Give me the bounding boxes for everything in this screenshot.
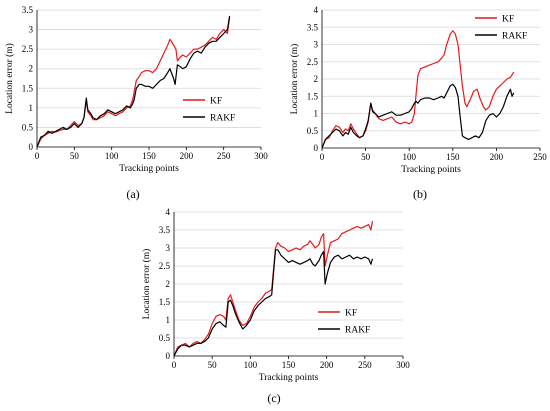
x-tick-label: 250 [358,360,372,370]
x-tick-label: 50 [361,152,371,162]
y-tick-label: 3.5 [22,5,34,15]
x-tick-label: 50 [208,360,218,370]
x-tick-label: 150 [282,360,296,370]
legend-label-rakf: RAKF [502,32,527,42]
x-tick-label: 200 [320,360,334,370]
x-tick-label: 0 [35,151,40,161]
x-axis-label: Tracking points [401,165,461,175]
y-tick-label: 3 [314,40,319,50]
y-tick-label: 2.5 [159,261,171,271]
legend: KF RAKF [183,97,235,124]
series-line-kf [321,30,515,149]
y-axis-label: Location error (m) [289,44,300,115]
y-tick-label: 2 [314,74,319,84]
y-tick-label: 3 [29,25,34,35]
x-tick-label: 0 [320,152,325,162]
y-tick-label: 0.5 [159,333,171,343]
x-tick-label: 150 [142,151,156,161]
x-tick-label: 100 [402,152,416,162]
chart-panel-3: 0 0.5 1 1.5 2 2.5 3 3.5 4 0 50 100 150 200 250 300 Track… [141,207,410,405]
legend-label-kf: KF [210,97,222,107]
y-tick-label: 1 [29,103,34,113]
legend-label-rakf: RAKF [210,114,235,124]
y-tick-label: 0 [314,143,319,153]
y-tick-label: 1.5 [159,297,171,307]
x-tick-label: 300 [396,360,410,370]
x-tick-label: 150 [446,152,460,162]
x-tick-label: 200 [490,152,504,162]
y-tick-label: 4 [314,5,319,15]
x-tick-label: 100 [244,360,258,370]
series-line-rakf [173,249,374,357]
panel-label: (a) [126,187,139,201]
y-tick-label: 0 [166,351,171,361]
y-tick-label: 4 [166,207,171,217]
legend: KF RAKF [318,309,370,336]
y-tick-label: 1 [166,315,171,325]
panel-label: (b) [413,187,427,201]
chart-panel-2: 0 0.5 1 1.5 2 2.5 3 3.5 4 0 50 100 150 200 250 Tracking… [289,5,547,201]
series-line-kf [36,17,231,148]
series-line-rakf [36,15,231,148]
y-tick-label: 0.5 [22,122,34,132]
chart-panel-1: 0 0.5 1 1.5 2 2.5 3 3.5 0 50 100 150 200 250 300 Tracki… [4,5,268,201]
x-axis-label: Tracking points [259,373,319,383]
series-line-kf [173,220,374,357]
y-tick-label: 2 [166,279,171,289]
y-tick-label: 1.5 [22,83,34,93]
x-tick-label: 0 [172,360,177,370]
y-axis-label: Location error (m) [141,249,152,320]
panel-label: (c) [267,391,280,405]
x-tick-label: 250 [217,151,231,161]
y-tick-label: 1 [314,109,319,119]
x-tick-label: 100 [105,151,119,161]
legend-label-kf: KF [502,15,514,25]
y-tick-label: 3.5 [307,22,319,32]
y-axis-label: Location error (m) [4,43,15,114]
legend-label-rakf: RAKF [345,326,370,336]
y-tick-label: 1.5 [307,91,319,101]
x-tick-label: 200 [180,151,194,161]
y-tick-label: 0 [29,142,34,152]
y-tick-label: 2 [29,64,34,74]
y-tick-label: 2.5 [307,57,319,67]
y-tick-label: 3 [166,243,171,253]
y-tick-label: 0.5 [307,126,319,136]
y-tick-label: 2.5 [22,44,34,54]
y-tick-label: 3.5 [159,225,171,235]
legend: KF RAKF [475,15,527,42]
x-tick-label: 250 [533,152,547,162]
x-tick-label: 300 [254,151,268,161]
x-tick-label: 50 [70,151,80,161]
legend-label-kf: KF [345,309,357,319]
series-line-rakf [321,83,515,149]
x-axis-label: Tracking points [119,164,179,174]
